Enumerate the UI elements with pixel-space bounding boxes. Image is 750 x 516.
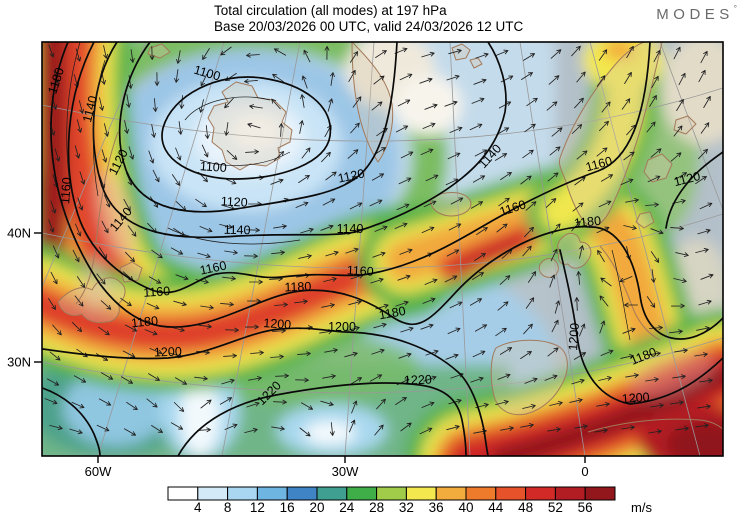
contour-label: 1160 <box>346 263 374 278</box>
wind-arrows-layer <box>44 44 714 437</box>
coast-scandinavia <box>559 42 663 227</box>
contour-1120-east <box>665 151 723 229</box>
contour-label: 1180 <box>573 214 601 231</box>
contour-1120 <box>118 42 398 213</box>
lon-tick-label: 0 <box>581 464 588 479</box>
graticule <box>42 42 723 456</box>
colorbar-segment <box>286 486 318 501</box>
contour-label: 1160 <box>199 258 228 277</box>
contour-label: 1140 <box>224 223 251 237</box>
coast-arctic-island <box>147 43 171 59</box>
contour-label: 1200 <box>328 320 356 334</box>
lat-tick-label: 40N <box>7 226 31 241</box>
contour-1100 <box>161 76 332 180</box>
colorbar-tick-label: 28 <box>369 500 384 515</box>
colorbar-tick-label: 44 <box>488 500 504 515</box>
lat-tick-label: 30N <box>7 355 31 370</box>
colorbar-tick-label: 24 <box>339 500 355 515</box>
contour-label: 1120 <box>337 166 366 185</box>
contour-label: 1200 <box>566 322 582 351</box>
colorbar-segment <box>435 486 467 501</box>
contour-label: 1220 <box>404 373 432 388</box>
colorbar-segment <box>554 486 586 501</box>
colorbar-segment <box>465 486 497 501</box>
colorbar-legend: 4 8 12 16 20 24 28 32 36 40 44 48 52 56 m/s <box>167 486 652 515</box>
colorbar-tick-label: 8 <box>224 500 232 515</box>
colorbar-segment <box>316 486 348 501</box>
coast-iberia <box>490 339 568 416</box>
colorbar-segment <box>227 486 258 501</box>
contour-label: 1100 <box>199 159 227 175</box>
coastlines <box>57 42 723 433</box>
map-frame <box>41 41 724 457</box>
contour-1200-east <box>559 249 723 405</box>
contour-label: 1140 <box>337 222 364 236</box>
contour-label: 1160 <box>584 154 614 174</box>
contour-label: 1120 <box>220 194 248 209</box>
colorbar-segment <box>495 486 527 501</box>
contour-1200-west <box>42 327 489 456</box>
lon-tick-label: 30W <box>332 464 359 479</box>
contour-label: 1180 <box>378 304 407 322</box>
wind-arrows <box>44 44 714 437</box>
coast-baltic <box>635 115 697 229</box>
coast-europe <box>599 245 661 341</box>
modes-logo: MODES° <box>656 4 737 23</box>
colorbar-tick-label: 12 <box>250 500 265 515</box>
colorbar-segment <box>197 486 229 501</box>
colorbar-tick-label: 16 <box>280 500 295 515</box>
colorbar-segment <box>525 486 556 501</box>
contour-label: 1160 <box>143 284 171 300</box>
coast-north-africa <box>587 418 723 433</box>
contour-label: 1140 <box>80 94 100 124</box>
contour-label: 1200 <box>263 316 292 332</box>
contour-1160 <box>67 42 651 294</box>
modes-logo-text: MODES <box>656 6 734 23</box>
modes-logo-mark: ° <box>733 4 737 13</box>
contour-label: 1160 <box>58 177 74 205</box>
chart-subtitle: Base 20/03/2026 00 UTC, valid 24/03/2026… <box>214 19 524 34</box>
colorbar-segment <box>584 486 616 501</box>
map-axes: 40N 30N 60W 30W 0 <box>7 226 588 480</box>
contour-label: 1180 <box>284 280 311 295</box>
colorbar-tick-label: 20 <box>309 500 324 515</box>
colorbar-tick-label: 48 <box>518 500 533 515</box>
lon-tick-label: 60W <box>85 464 112 479</box>
colorbar-tick-label: 56 <box>578 500 593 515</box>
chart-title-block: Total circulation (all modes) at 197 hPa… <box>214 3 523 35</box>
colorbar-tick-label: 36 <box>429 500 444 515</box>
contour-label: 1180 <box>130 314 158 331</box>
contour-lines-thin <box>66 42 631 341</box>
colorbar-tick-label: 32 <box>399 500 414 515</box>
contour-lines <box>42 42 723 456</box>
contour-1220 <box>177 382 467 456</box>
contour-label: 1200 <box>621 390 650 406</box>
contour-1180 <box>50 42 723 340</box>
colorbar-tick-label: 40 <box>458 500 473 515</box>
colorbar-unit-label: m/s <box>631 500 652 515</box>
contour-bottom-left <box>42 387 101 456</box>
colorbar-segment <box>376 486 407 501</box>
colorbar-tick-label: 4 <box>194 500 202 515</box>
contour-label: 1200 <box>154 345 182 360</box>
coast-british-isles <box>557 233 592 269</box>
coast-labrador <box>75 131 119 305</box>
contour-1140 <box>92 42 507 239</box>
contour-label: 1120 <box>672 169 702 189</box>
colorbar-segment <box>346 486 378 501</box>
colorbar-tick-label: 52 <box>548 500 563 515</box>
colorbar-segment <box>167 486 199 501</box>
chart-title: Total circulation (all modes) at 197 hPa <box>214 3 447 18</box>
colorbar-segment <box>405 486 437 501</box>
coast-ireland <box>538 258 559 278</box>
colorbar-segment <box>256 486 288 501</box>
